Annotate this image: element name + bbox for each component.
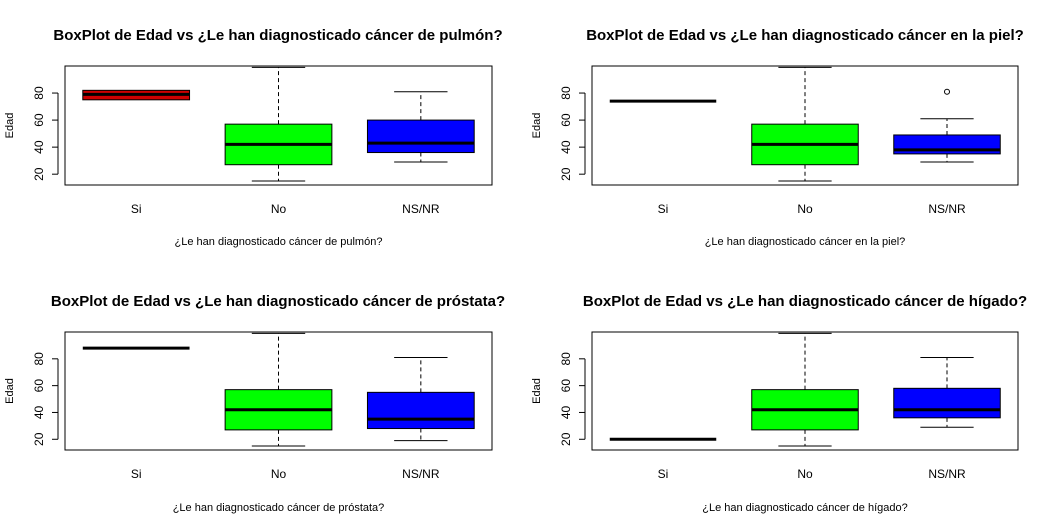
boxplot-panel-3: BoxPlot de Edad vs ¿Le han diagnosticado… (4, 293, 505, 514)
box-no (751, 66, 859, 182)
box-no (224, 332, 333, 447)
box-body (366, 119, 475, 154)
y-axis-label: Edad (4, 378, 16, 404)
box-si (82, 89, 191, 101)
box-body (366, 391, 475, 430)
boxplot-panel-2: BoxPlot de Edad vs ¿Le han diagnosticado… (531, 27, 1024, 248)
box-no (751, 332, 859, 447)
x-tick-label: Si (658, 467, 669, 481)
y-tick-label: 80 (32, 86, 46, 100)
y-tick-label: 20 (32, 432, 46, 446)
chart-title: BoxPlot de Edad vs ¿Le han diagnosticado… (586, 27, 1024, 44)
y-tick-label: 60 (559, 379, 573, 393)
box-ns-nr (893, 88, 1001, 163)
y-tick-label: 40 (559, 140, 573, 154)
x-tick-label: NS/NR (402, 467, 440, 481)
x-tick-label: Si (131, 202, 142, 216)
y-tick-label: 20 (559, 167, 573, 181)
y-tick-label: 20 (32, 167, 46, 181)
x-tick-label: No (797, 467, 813, 481)
box-ns-nr (893, 356, 1001, 428)
y-tick-label: 60 (559, 113, 573, 127)
y-tick-label: 80 (32, 352, 46, 366)
x-tick-label: No (271, 202, 287, 216)
y-tick-label: 60 (32, 113, 46, 127)
y-tick-label: 40 (559, 405, 573, 419)
x-tick-label: Si (658, 202, 669, 216)
box-no (224, 66, 333, 182)
y-tick-label: 40 (32, 140, 46, 154)
y-tick-label: 60 (32, 379, 46, 393)
y-tick-label: 80 (559, 86, 573, 100)
x-tick-label: NS/NR (402, 202, 440, 216)
plot-frame (591, 331, 1019, 451)
x-tick-label: No (271, 467, 287, 481)
y-axis-label: Edad (531, 378, 543, 404)
chart-title: BoxPlot de Edad vs ¿Le han diagnosticado… (51, 293, 505, 310)
plot-frame (64, 65, 493, 186)
y-tick-label: 80 (559, 352, 573, 366)
x-tick-label: Si (131, 467, 142, 481)
x-tick-label: NS/NR (928, 467, 966, 481)
boxplot-panel-4: BoxPlot de Edad vs ¿Le han diagnosticado… (531, 293, 1027, 514)
x-axis-label: ¿Le han diagnosticado cáncer de hígado? (702, 502, 908, 514)
box-ns-nr (366, 356, 475, 442)
x-tick-label: NS/NR (928, 202, 966, 216)
plot-frame (64, 331, 493, 451)
y-axis-label: Edad (4, 113, 16, 139)
plot-frame (591, 65, 1019, 186)
chart-title: BoxPlot de Edad vs ¿Le han diagnosticado… (583, 293, 1027, 310)
outlier-point (944, 88, 950, 95)
chart-title: BoxPlot de Edad vs ¿Le han diagnosticado… (53, 27, 502, 44)
box-body (893, 387, 1001, 419)
y-tick-label: 40 (32, 405, 46, 419)
x-axis-label: ¿Le han diagnosticado cáncer en la piel? (705, 236, 906, 248)
x-tick-label: No (797, 202, 813, 216)
boxplot-panel-1: BoxPlot de Edad vs ¿Le han diagnosticado… (4, 27, 503, 248)
box-ns-nr (366, 91, 475, 163)
y-axis-label: Edad (531, 113, 543, 139)
y-tick-label: 20 (559, 432, 573, 446)
x-axis-label: ¿Le han diagnosticado cáncer de pulmón? (175, 236, 383, 248)
x-axis-label: ¿Le han diagnosticado cáncer de próstata… (173, 502, 385, 514)
